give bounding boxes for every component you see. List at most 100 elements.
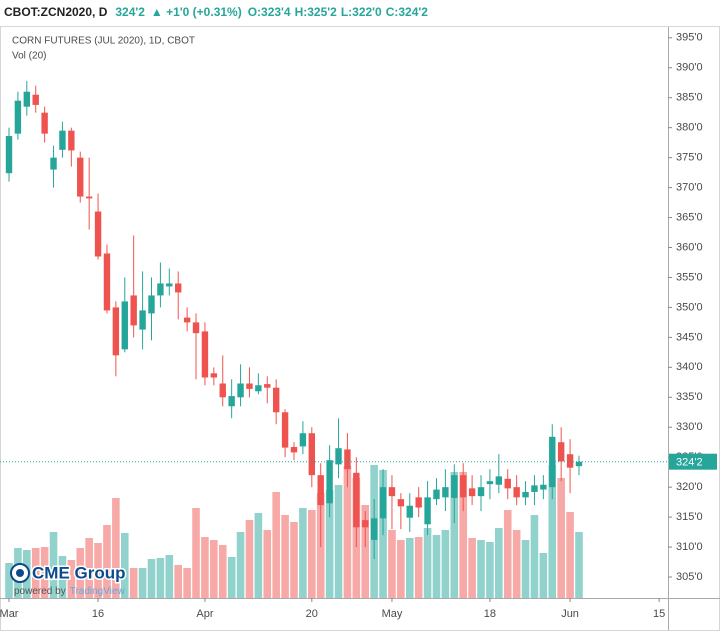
high: H:325'2 (295, 5, 338, 19)
candle-body (460, 475, 467, 498)
candle-body (540, 484, 547, 490)
volume-bar (174, 565, 183, 598)
candle-body (59, 130, 66, 150)
logo-icon (16, 569, 24, 577)
y-tick-label: 360'0 (676, 241, 703, 253)
candle-body (424, 497, 431, 525)
candle-body (130, 295, 137, 326)
volume-bar (218, 545, 227, 598)
candle-body (94, 211, 102, 257)
volume-bar (503, 510, 512, 598)
volume-bar (539, 553, 548, 598)
volume-bar (405, 538, 414, 598)
x-tick-label: 20 (306, 608, 318, 620)
x-tick-label: 16 (92, 608, 104, 620)
candle-body (166, 283, 173, 287)
volume-bar (459, 472, 468, 598)
volume-bar (254, 513, 263, 598)
x-tick-label: Jun (561, 608, 579, 620)
logo-halo: CME Group (32, 563, 126, 582)
candle-body (112, 307, 120, 356)
volume-bar (245, 520, 254, 598)
volume-bar (477, 540, 485, 598)
candle-body (317, 475, 324, 506)
volume-bar (94, 543, 102, 598)
volume-bar (334, 485, 343, 598)
volume-bar (58, 556, 67, 598)
volume-bar (236, 532, 245, 598)
open: O:323'4 (248, 5, 291, 19)
candle-body (23, 91, 31, 107)
x-tick-label: 15 (653, 608, 665, 620)
x-tick-label: May (382, 608, 403, 620)
candle-body (148, 295, 155, 314)
volume-bar (548, 465, 557, 598)
volume-bar (557, 478, 565, 598)
powered: powered by (14, 586, 66, 597)
y-tick-label: 390'0 (676, 62, 703, 74)
volume-bar (441, 530, 450, 598)
candle-body (531, 485, 538, 492)
volume-bar (201, 537, 209, 598)
y-tick-label: 350'0 (676, 301, 703, 313)
volume-bar (40, 547, 49, 598)
candle-body (362, 520, 369, 528)
logo-name: CME Group (32, 563, 126, 582)
candle-body (77, 157, 84, 197)
volume-bar (450, 472, 459, 598)
x-tick-label: Mar (0, 608, 19, 620)
candle-body (32, 94, 39, 105)
candle-body (121, 301, 128, 350)
candle-body (201, 331, 209, 378)
volume-bar (361, 505, 370, 598)
chart-title: CORN FUTURES (JUL 2020), 1D, CBOT (12, 36, 195, 47)
volume-bar (343, 466, 352, 598)
candle-body (388, 487, 396, 497)
low: L:322'0 (341, 5, 382, 19)
last-price-label: 324'2 (676, 457, 703, 469)
volume-bar (85, 538, 93, 598)
candle-body (272, 387, 280, 413)
x-tick-label: 18 (484, 608, 496, 620)
candle-body (85, 196, 93, 199)
candle-body (246, 383, 253, 389)
candle-body (326, 460, 333, 504)
y-tick-label: 395'0 (676, 32, 703, 44)
volume-bar (530, 515, 539, 598)
change: ▲ +1'0 (+0.31%) (151, 5, 242, 19)
candle-body (157, 283, 164, 296)
volume-bar (120, 533, 129, 598)
volume-bar (129, 568, 138, 598)
y-tick-label: 365'0 (676, 211, 703, 223)
volume-bar (67, 560, 76, 598)
volume-bar (5, 563, 13, 598)
y-tick-label: 345'0 (676, 331, 703, 343)
x-tick-label: Apr (196, 608, 213, 620)
volume-bar (138, 568, 147, 598)
candle-body (50, 157, 57, 170)
candle-body (406, 505, 413, 518)
volume-bar (31, 548, 40, 598)
candle-body (433, 489, 440, 500)
y-tick-label: 315'0 (676, 511, 703, 523)
y-tick-label: 335'0 (676, 391, 703, 403)
logo: CME Group CME Group powered by TradingVie… (10, 562, 127, 597)
candle-body (468, 488, 476, 497)
candle-body (557, 442, 565, 462)
candle-body (264, 384, 271, 388)
header: CBOT:ZCN2020, D 324'2 ▲ +1'0 (+0.31%) O:323… (4, 5, 428, 19)
y-tick-label: 330'0 (676, 421, 703, 433)
y-tick-label: 385'0 (676, 92, 703, 104)
volume-bar (495, 528, 503, 598)
candle-body (308, 433, 316, 476)
candle-body (219, 383, 226, 398)
volume-bar (103, 525, 111, 598)
y-tick-label: 380'0 (676, 122, 703, 134)
volume-bar (486, 542, 494, 598)
volume-bar (290, 522, 298, 598)
volume-bar (49, 532, 58, 598)
volume-bar (147, 559, 156, 598)
candle-body (477, 487, 485, 497)
candle-body (486, 481, 494, 485)
